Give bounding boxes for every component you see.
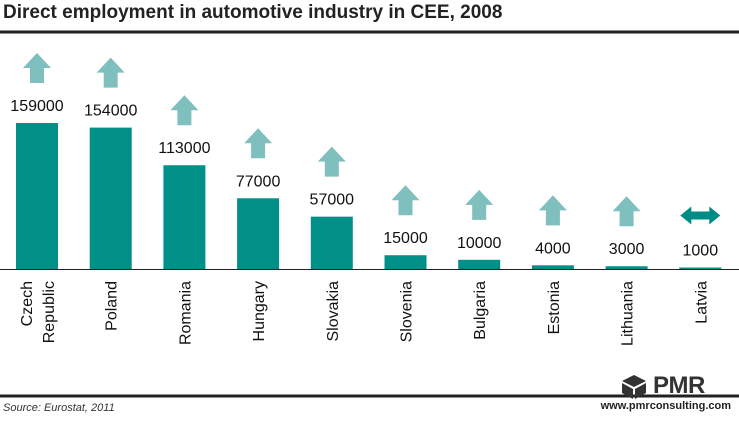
category-label-1: Poland [104, 281, 121, 331]
trend-up-arrow-icon-0 [23, 53, 51, 83]
bar-2 [163, 165, 206, 269]
value-label-9: 1000 [683, 243, 719, 260]
value-label-1: 154000 [84, 103, 137, 120]
value-label-6: 10000 [457, 235, 502, 252]
category-label-9: Latvia [693, 281, 710, 324]
trend-up-arrow-icon-8 [612, 196, 641, 227]
value-label-8: 3000 [609, 241, 645, 258]
source-note: Source: Eurostat, 2011 [3, 402, 115, 414]
pmr-logo: PMR www.pmrconsulting.com [601, 372, 731, 416]
bar-8 [605, 266, 648, 269]
trend-up-arrow-icon-7 [538, 195, 567, 226]
trend-stable-arrow-icon-9 [680, 206, 721, 225]
value-label-7: 4000 [535, 240, 571, 257]
category-label-2: Romania [177, 281, 194, 345]
bar-chart: 159000 Czech Republic 154000 Poland 113000 Rom… [0, 30, 739, 398]
category-label-6: Bulgaria [472, 281, 489, 340]
category-label-3: Hungary [251, 281, 268, 341]
value-label-5: 15000 [383, 230, 428, 247]
category-label-0-line-0: Czech [19, 281, 36, 326]
trend-up-arrow-icon-3 [244, 128, 273, 159]
value-label-4: 57000 [310, 192, 355, 209]
bar-6 [458, 259, 501, 269]
chart-marks: 159000 Czech Republic 154000 Poland 113000 Rom… [10, 53, 722, 346]
bar-3 [237, 198, 280, 269]
trend-up-arrow-icon-1 [96, 57, 125, 88]
category-label-4: Slovakia [325, 281, 342, 342]
category-label-0-line-1: Republic [41, 281, 58, 343]
trend-up-arrow-icon-5 [391, 185, 420, 216]
pmr-cube-icon [622, 375, 646, 399]
bar-9 [679, 267, 722, 269]
logo-brand: PMR [653, 372, 705, 399]
chart-title: Direct employment in automotive industry… [3, 2, 503, 23]
bar-7 [531, 265, 574, 269]
bar-1 [89, 127, 132, 270]
bar-4 [310, 216, 353, 269]
bar-0 [16, 123, 58, 269]
value-label-3: 77000 [236, 173, 281, 190]
value-label-2: 113000 [158, 140, 210, 157]
logo-url[interactable]: www.pmrconsulting.com [600, 400, 731, 412]
bar-5 [384, 255, 427, 269]
category-label-8: Lithuania [620, 281, 637, 346]
category-label-5: Slovenia [399, 281, 416, 342]
trend-up-arrow-icon-4 [317, 146, 346, 177]
trend-up-arrow-icon-2 [170, 95, 199, 126]
value-label-0: 159000 [10, 98, 63, 115]
category-label-7: Estonia [546, 281, 563, 334]
trend-up-arrow-icon-6 [465, 189, 494, 220]
